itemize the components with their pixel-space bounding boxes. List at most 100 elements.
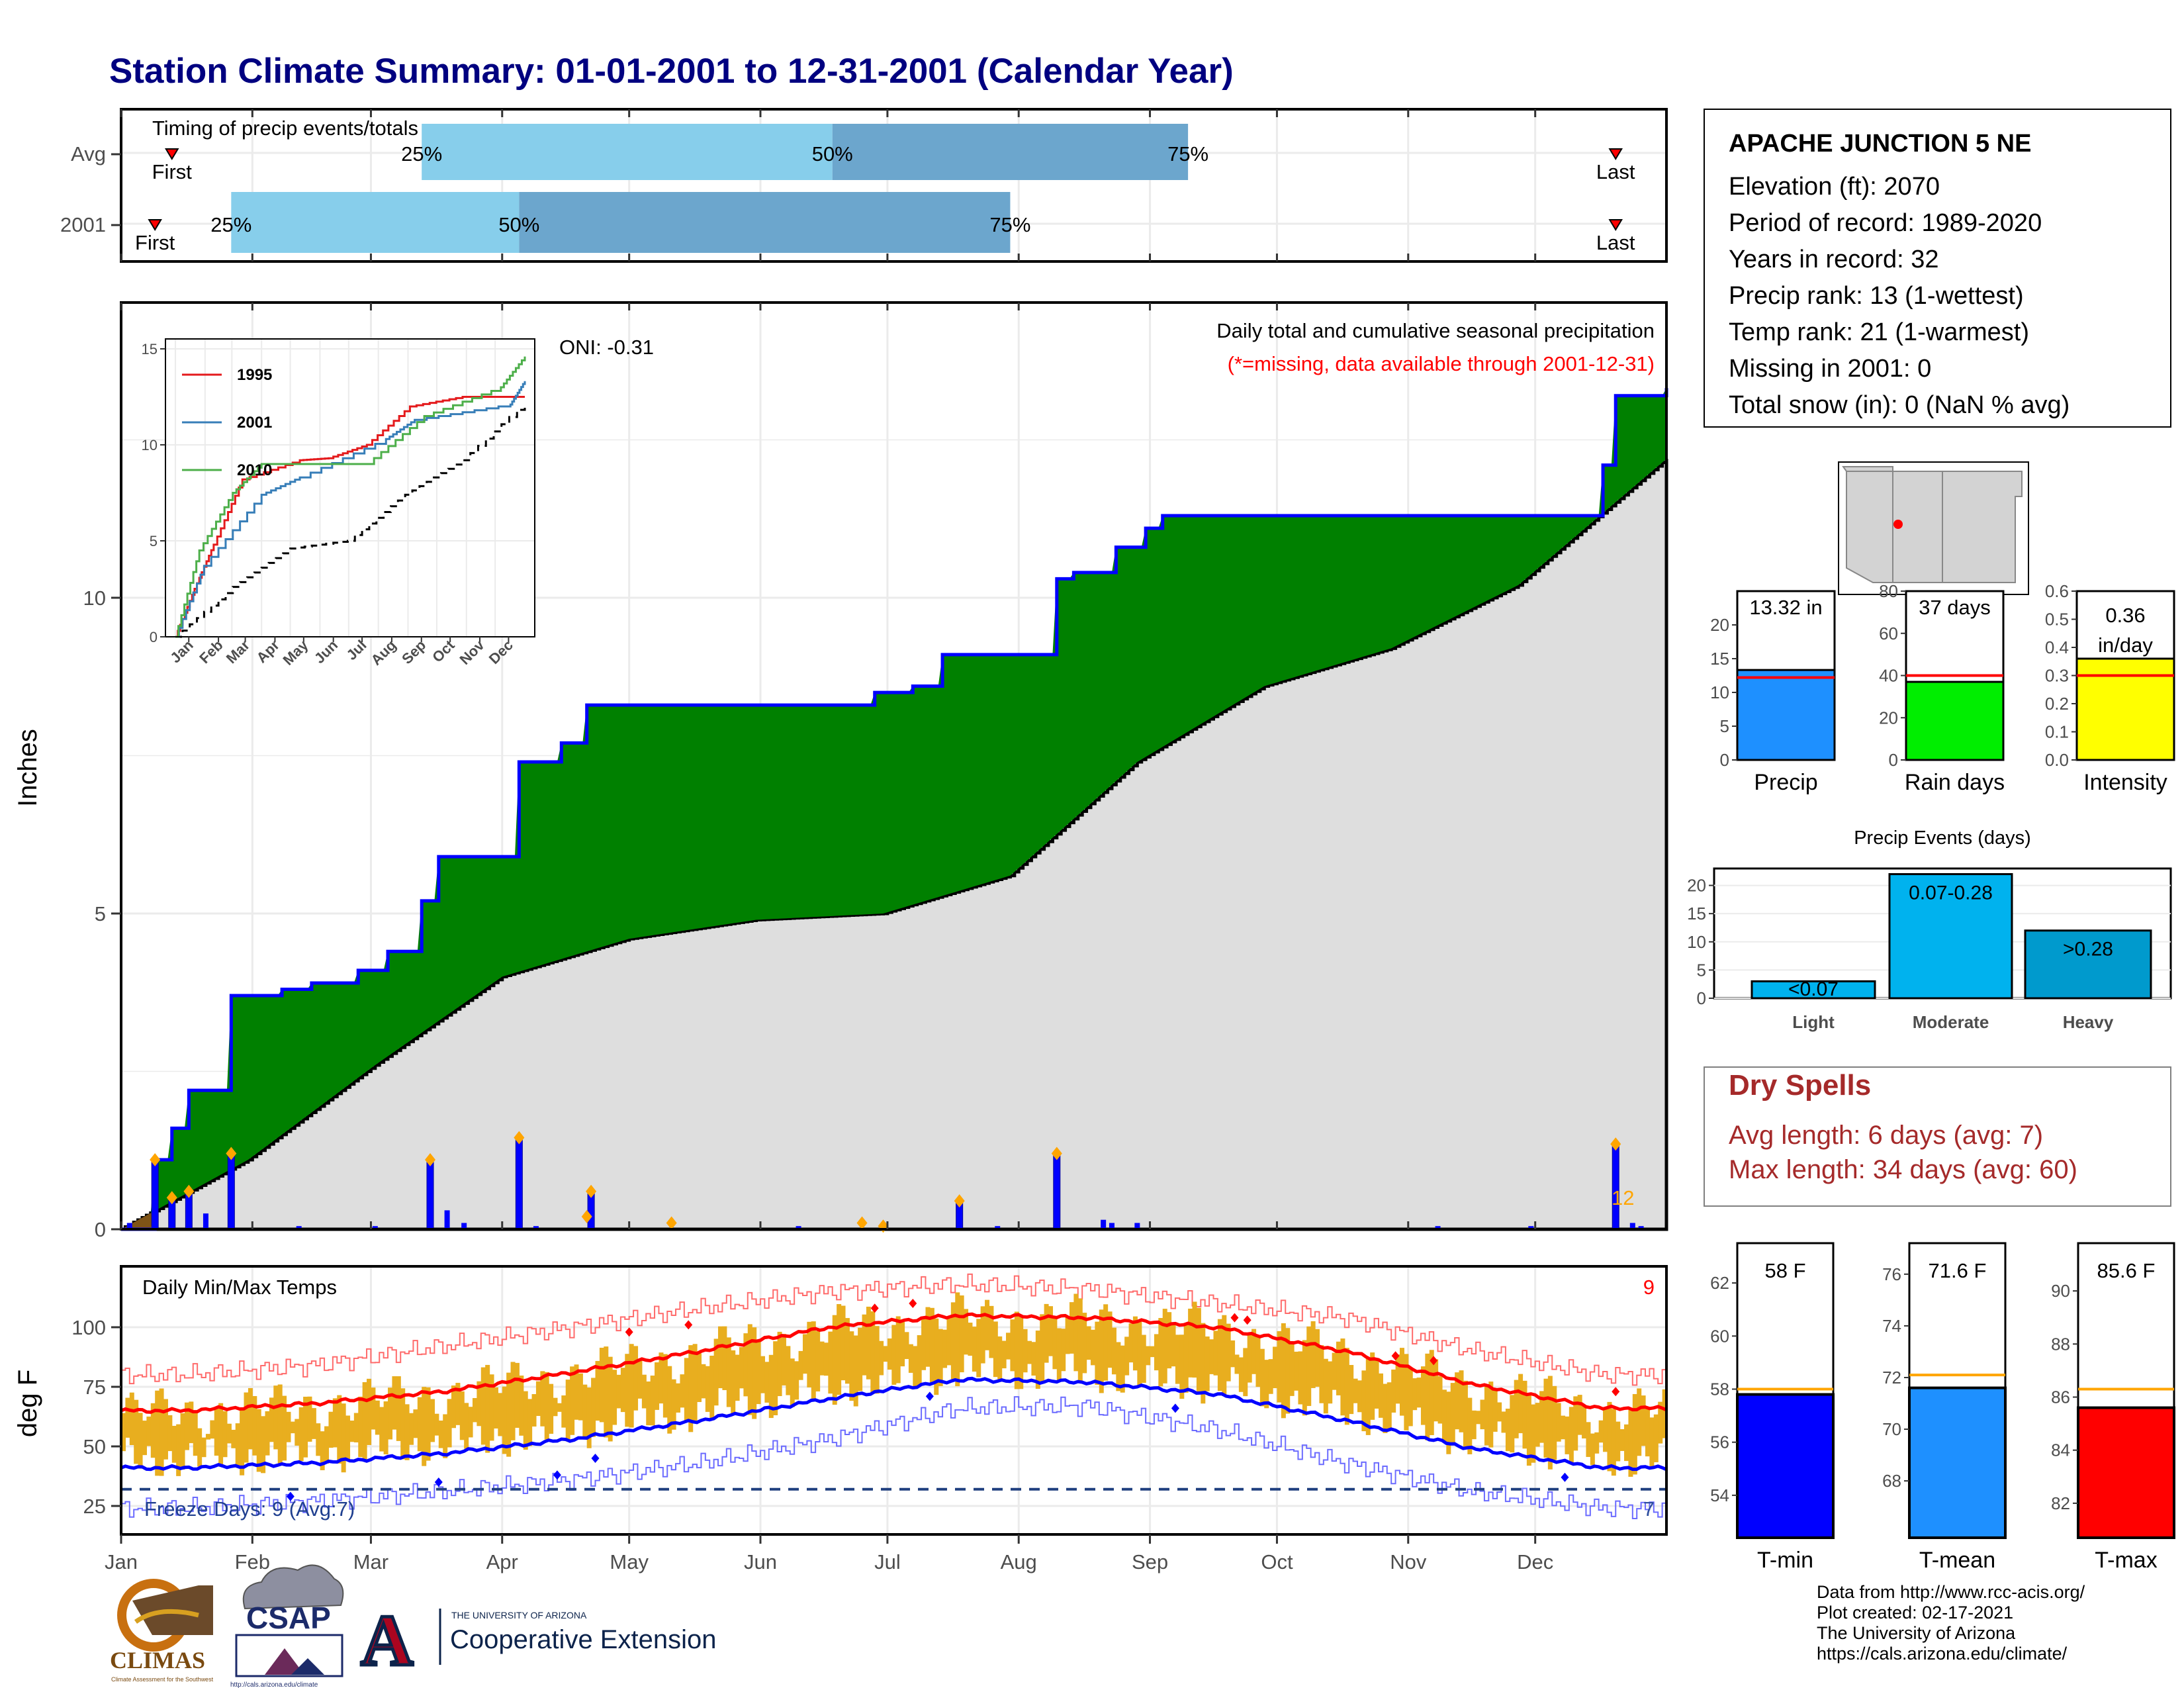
daily-temp-bar [662,1354,668,1418]
daily-temp-bar [578,1373,583,1421]
daily-temp-bar [786,1346,791,1395]
daily-temp-bar [671,1379,676,1430]
daily-temp-bar [226,1423,232,1444]
daily-temp-bar [807,1321,812,1387]
event-marker-icon [166,1191,177,1205]
daily-temp-bar [1167,1312,1172,1369]
daily-temp-bar [1603,1407,1608,1452]
event-marker-icon [150,1153,161,1167]
daily-temp-bar [1006,1333,1011,1360]
daily-temp-bar [972,1327,977,1372]
daily-temp-bar [519,1376,524,1436]
daily-temp-bar [1107,1311,1113,1368]
timing-marker-icon [1608,219,1623,231]
daily-temp-bar [1437,1376,1443,1424]
daily-temp-bar [1531,1404,1536,1463]
events-y-tick: 20 [1687,876,1706,896]
daily-precip-bar [796,1226,801,1229]
inset-y-tick: 15 [142,341,158,357]
timing-marker-label: First [152,160,193,183]
daily-temp-bar [561,1395,567,1428]
daily-temp-bar [523,1391,528,1450]
daily-temp-bar [794,1361,799,1400]
daily-temp-bar [1391,1369,1396,1413]
daily-temp-bar [121,1413,126,1452]
daily-temp-bar [544,1372,549,1440]
daily-temp-bar [167,1415,173,1452]
temp-summary-bar [1908,1386,2007,1539]
event-category-label: Light [1792,1012,1835,1032]
daily-temp-bar [883,1346,888,1362]
event-marker-icon [183,1184,195,1198]
daily-temp-bar [591,1378,596,1437]
daily-temp-bar [303,1396,308,1458]
record-min-marker-icon [434,1477,443,1487]
daily-temp-bar [142,1421,147,1456]
temperature-panel: 25 50 75 100 Daily Min/Max Temps 9 7 Freeze… [13,1265,1668,1573]
daily-temp-bar [1001,1340,1007,1369]
dry-spells-box [1704,1066,2171,1207]
daily-temp-bar [955,1292,960,1387]
daily-temp-bar [599,1347,604,1423]
daily-temp-bar [625,1354,630,1427]
daily-temp-bar [917,1335,922,1386]
daily-temp-bar [1120,1345,1125,1393]
daily-precip-bar [461,1223,467,1229]
daily-temp-bar [1488,1382,1494,1448]
average-max-line [120,1312,1667,1414]
daily-temp-bar [1171,1324,1176,1367]
daily-temp-bar [862,1314,867,1376]
temp-summary-chart: 82 84 86 88 90 85.6 F T-max [2051,1242,2175,1573]
daily-temp-bar [1459,1370,1464,1432]
daily-temp-bar [1132,1316,1138,1371]
station-info: APACHE JUNCTION 5 NE Elevation (ft): 207… [1729,126,2070,424]
daily-temp-bar [713,1338,719,1406]
daily-precip-bar [1629,1223,1635,1229]
inset-y-tick: 0 [150,629,158,645]
summary-y-tick: 60 [1879,624,1898,643]
record-min-marker-icon [286,1491,295,1501]
daily-temp-bar [404,1404,410,1460]
daily-temp-bar [620,1368,625,1413]
daily-temp-bar [612,1370,617,1425]
summary-y-tick: 0.4 [2045,637,2069,657]
daily-temp-bar [180,1413,185,1470]
daily-temp-bar [768,1354,774,1419]
daily-temp-bar [1501,1411,1506,1433]
daily-temp-bar [756,1341,761,1405]
daily-temp-bar [1446,1391,1451,1454]
daily-temp-bar [1450,1383,1455,1444]
record-max-marker-icon [684,1320,693,1330]
daily-precip-bar [426,1159,434,1230]
record-max-marker-icon [870,1303,879,1313]
timing-marker-icon [148,219,162,231]
daily-temp-bar [1048,1306,1053,1356]
timing-bar-25-50 [231,192,520,253]
footer-url: https://cals.arizona.edu/climate/ [1817,1644,2068,1664]
inset-legend-label: 1995 [237,366,272,384]
daily-temp-bar [282,1395,287,1461]
daily-temp-bar [163,1399,168,1460]
summary-bar-label: Rain days [1905,770,2005,795]
temp-summary-value: 58 F [1764,1259,1805,1282]
summary-y-tick: 20 [1710,615,1729,635]
daily-temp-bar [1090,1329,1095,1366]
event-bar [1751,980,1876,1000]
daily-temp-bar [997,1336,1003,1382]
record-min-marker-icon [1561,1472,1569,1482]
daily-temp-bar [189,1401,194,1444]
timing-marker-icon [1608,148,1623,160]
daily-temp-bar [290,1421,295,1434]
daily-temp-bar [506,1372,512,1457]
daily-temp-bar [1027,1340,1032,1364]
daily-temp-bar [1476,1411,1481,1425]
daily-temp-bar [1429,1350,1434,1435]
daily-precip-bar [1638,1226,1644,1229]
daily-temp-bar [480,1367,486,1445]
freeze-days: Freeze Days: 9 (Avg:7) [144,1497,355,1521]
oni-value: ONI: -0.31 [559,336,654,359]
temp-summary-y-tick: 56 [1710,1432,1729,1452]
daily-temp-bar [1598,1420,1604,1443]
daily-temp-bar [641,1374,647,1409]
daily-temp-bar [464,1403,469,1449]
